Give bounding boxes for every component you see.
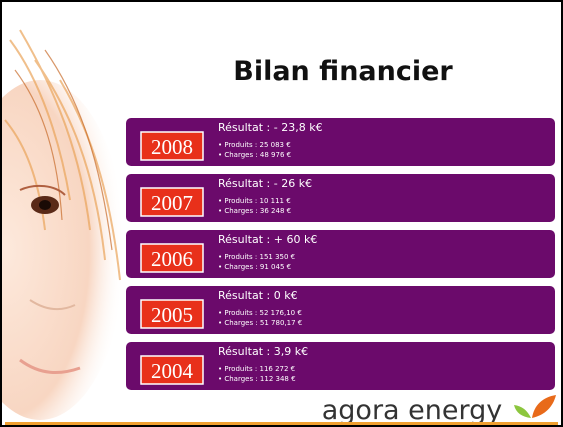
charges: • Charges : 36 248 € bbox=[218, 207, 291, 215]
year: 2005 bbox=[151, 303, 193, 327]
title: Bilan financier bbox=[233, 56, 453, 87]
row-panel bbox=[126, 118, 555, 166]
produits: • Produits : 116 272 € bbox=[218, 365, 295, 373]
result: Résultat : - 23,8 k€ bbox=[218, 121, 323, 134]
year-box bbox=[140, 131, 204, 161]
logo-text: agora energy bbox=[322, 395, 503, 426]
row-panel bbox=[126, 286, 555, 334]
result: Résultat : + 60 k€ bbox=[218, 233, 317, 246]
year-box bbox=[140, 187, 204, 217]
year: 2007 bbox=[151, 191, 193, 215]
charges: • Charges : 51 780,17 € bbox=[218, 319, 302, 327]
row-panel bbox=[126, 342, 555, 390]
year-box bbox=[140, 299, 204, 329]
produits: • Produits : 151 350 € bbox=[218, 253, 295, 261]
rows: 2008 Résultat : - 23,8 k€ • Produits : 25 … bbox=[126, 118, 555, 390]
row-panel bbox=[126, 174, 555, 222]
face-image bbox=[0, 29, 125, 420]
charges: • Charges : 48 976 € bbox=[218, 151, 291, 159]
footer-bar bbox=[5, 422, 558, 425]
charges: • Charges : 112 348 € bbox=[218, 375, 296, 383]
result: Résultat : 3,9 k€ bbox=[218, 345, 308, 358]
produits: • Produits : 10 111 € bbox=[218, 197, 291, 205]
result: Résultat : - 26 k€ bbox=[218, 177, 312, 190]
year-box bbox=[140, 243, 204, 273]
year: 2004 bbox=[151, 359, 194, 383]
year-box bbox=[140, 355, 204, 385]
produits: • Produits : 52 176,10 € bbox=[218, 309, 302, 317]
result: Résultat : 0 k€ bbox=[218, 289, 298, 302]
charges: • Charges : 91 045 € bbox=[218, 263, 291, 271]
year: 2008 bbox=[151, 135, 193, 159]
logo-icon bbox=[514, 395, 556, 418]
year: 2006 bbox=[151, 247, 193, 271]
row-panel bbox=[126, 230, 555, 278]
produits: • Produits : 25 083 € bbox=[218, 141, 291, 149]
